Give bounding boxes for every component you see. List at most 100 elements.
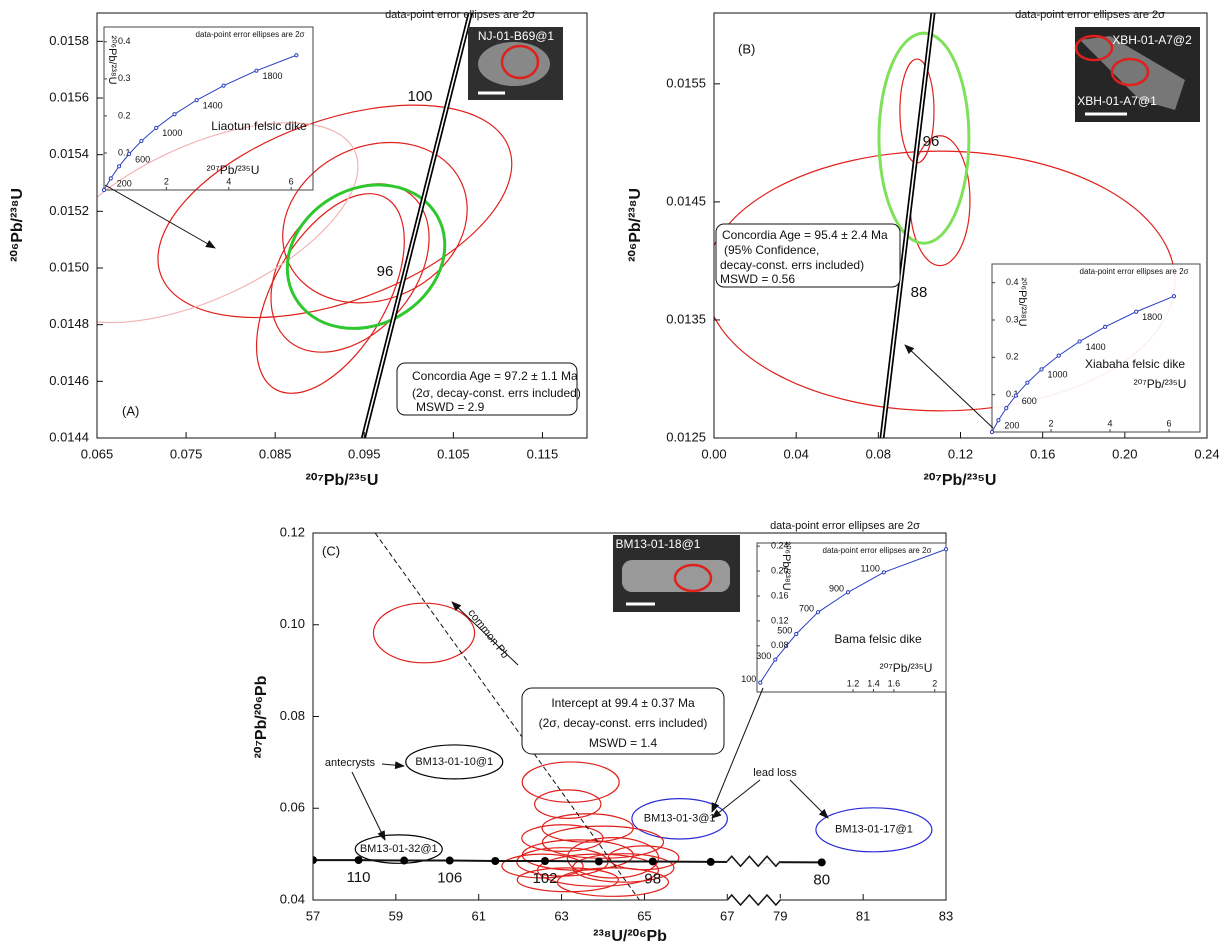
inset-age-label: 500 xyxy=(777,625,792,635)
plot-area xyxy=(714,13,1176,438)
inset: 1.2 1.4 1.6 2 0.08 0.12 0.16 0.20 0.24 100 300 500 7… xyxy=(741,540,949,693)
x-tick-label: 0.085 xyxy=(259,446,292,461)
inset-y-axis-title: ²⁰⁶Pb/²³⁸U xyxy=(1016,277,1028,326)
plot-area: BM13-01-10@1 BM13-01-32@1 BM13-01-3@1 BM13-… xyxy=(313,533,933,900)
x-tick-label: 0.115 xyxy=(527,446,559,461)
inset-age-point xyxy=(108,176,113,181)
error-ellipse xyxy=(501,853,584,879)
inset-age-point xyxy=(116,164,122,169)
inset: 2 4 6 0.1 0.2 0.3 0.4 200 600 1000 1400 1800 data-po… xyxy=(101,26,314,193)
result-text: Concordia Age = 97.2 ± 1.1 Ma xyxy=(412,369,578,383)
x-tick-label: 57 xyxy=(306,908,320,923)
x-axis-title: ²³⁸U/²⁰⁶Pb xyxy=(593,928,667,945)
inset-y-tick-label: 0.4 xyxy=(1006,277,1019,287)
arrow xyxy=(451,601,519,666)
inset-y-tick-label: 0.08 xyxy=(771,640,789,650)
error-ellipse xyxy=(405,744,504,780)
inset-x-tick-label: 6 xyxy=(1167,418,1172,428)
inset-age-point xyxy=(815,610,821,615)
x-tick-label: 0.00 xyxy=(701,446,726,461)
x-tick-label: 0.16 xyxy=(1030,446,1055,461)
result-text: Concordia Age = 95.4 ± 2.4 Ma xyxy=(722,228,888,242)
inset-y-tick-label: 0.20 xyxy=(771,565,789,575)
plot-frame xyxy=(312,532,947,901)
y-axis-title: ²⁰⁷Pb/²⁰⁶Pb xyxy=(253,675,270,758)
y-tick-label: 0.0148 xyxy=(49,316,89,331)
inset-age-point xyxy=(1077,339,1082,344)
inset-y-tick-label: 0.12 xyxy=(771,615,789,625)
y-tick-label: 0.0158 xyxy=(49,33,89,48)
age-point xyxy=(706,857,715,866)
x-tick-label: 0.04 xyxy=(784,446,809,461)
error-ellipse xyxy=(97,122,359,324)
inset-x-tick-label: 4 xyxy=(226,176,231,186)
x-tick-label: 0.095 xyxy=(348,446,381,461)
age-point xyxy=(354,856,363,865)
inset-note: data-point error ellipses are 2σ xyxy=(1080,267,1189,276)
inset-x-tick-label: 6 xyxy=(289,176,294,186)
annotation: antecrysts xyxy=(325,757,376,769)
inset-age-label: 1000 xyxy=(162,128,182,138)
result-text: MSWD = 0.56 xyxy=(720,272,795,286)
age-point xyxy=(541,857,549,866)
error-ellipse xyxy=(534,789,602,819)
y-tick-label: 0.0125 xyxy=(666,429,706,444)
overlays: Concordia Age = 97.2 ± 1.1 Ma (2σ, decay… xyxy=(104,27,1200,841)
result-text: Intercept at 99.4 ± 0.37 Ma xyxy=(551,696,695,710)
age-label: 88 xyxy=(911,284,928,301)
inset-x-axis-title: ²⁰⁷Pb/²³⁵U xyxy=(880,661,933,675)
y-tick-label: 0.0144 xyxy=(49,429,89,444)
inset-age-point xyxy=(881,570,886,575)
inset-age-point xyxy=(1013,393,1018,398)
inset-age-label: 600 xyxy=(1022,396,1037,406)
age-point xyxy=(817,858,826,867)
inset-frame xyxy=(103,26,314,191)
inset-label: Bama felsic dike xyxy=(834,632,922,646)
annotation: common Pb xyxy=(465,607,511,661)
panel-label: (C) xyxy=(322,543,340,558)
age-point xyxy=(445,856,454,865)
inset-age-label: 200 xyxy=(117,179,132,189)
error-ellipse xyxy=(877,31,971,245)
discordia-line xyxy=(374,533,640,900)
grain xyxy=(478,42,550,86)
spot xyxy=(673,563,713,593)
panel-note: data-point error ellipses are 2σ xyxy=(770,520,920,532)
y-tick-label: 0.0152 xyxy=(49,203,89,218)
error-ellipse xyxy=(157,104,513,319)
x-tick-label: 0.08 xyxy=(866,446,891,461)
arrow xyxy=(711,687,764,813)
inset-age-point xyxy=(773,657,778,662)
inset-note: data-point error ellipses are 2σ xyxy=(196,30,305,39)
inset-age-point xyxy=(194,98,199,103)
inset-age-label: 1100 xyxy=(861,564,880,574)
y-tick-label: 0.04 xyxy=(280,891,305,906)
panel-note: data-point error ellipses are 2σ xyxy=(1015,9,1165,21)
x-tick-label: 0.12 xyxy=(948,446,973,461)
inset-age-label: 300 xyxy=(756,651,771,661)
error-ellipse xyxy=(815,807,933,853)
result-text: decay-const. errs included) xyxy=(720,258,864,272)
inset-y-axis-title: ²⁰⁶Pb/²³⁸U xyxy=(780,541,792,590)
panel-note: data-point error ellipses are 2σ xyxy=(385,9,535,21)
inset-age-point xyxy=(127,151,132,156)
inset-age-label: 200 xyxy=(1004,421,1019,431)
y-tick-label: 0.0150 xyxy=(49,259,89,274)
inset-x-axis-title: ²⁰⁷Pb/²³⁵U xyxy=(1134,377,1187,391)
inset-age-label: 1800 xyxy=(1142,312,1162,322)
error-ellipse xyxy=(541,825,665,859)
inset-x-tick-label: 1.6 xyxy=(888,678,901,688)
inset-age-point xyxy=(1134,309,1139,314)
inset-age-point xyxy=(294,53,299,58)
y-tick-label: 0.0145 xyxy=(666,193,706,208)
inset-y-tick-label: 0.3 xyxy=(118,73,131,83)
inset-age-point xyxy=(101,187,107,193)
plot-frame xyxy=(96,12,588,439)
spot xyxy=(1110,57,1150,87)
x-tick-label: 83 xyxy=(939,908,953,923)
x-tick-label: 0.24 xyxy=(1194,446,1219,461)
inset-y-axis-title: ²⁰⁶Pb/²³⁸U xyxy=(106,35,118,84)
inset: 2 4 6 0.1 0.2 0.3 0.4 200 600 1000 1400 1800 data-po… xyxy=(989,263,1201,435)
inset-y-tick-label: 0.1 xyxy=(1006,389,1019,399)
inset-note: data-point error ellipses are 2σ xyxy=(823,546,932,555)
